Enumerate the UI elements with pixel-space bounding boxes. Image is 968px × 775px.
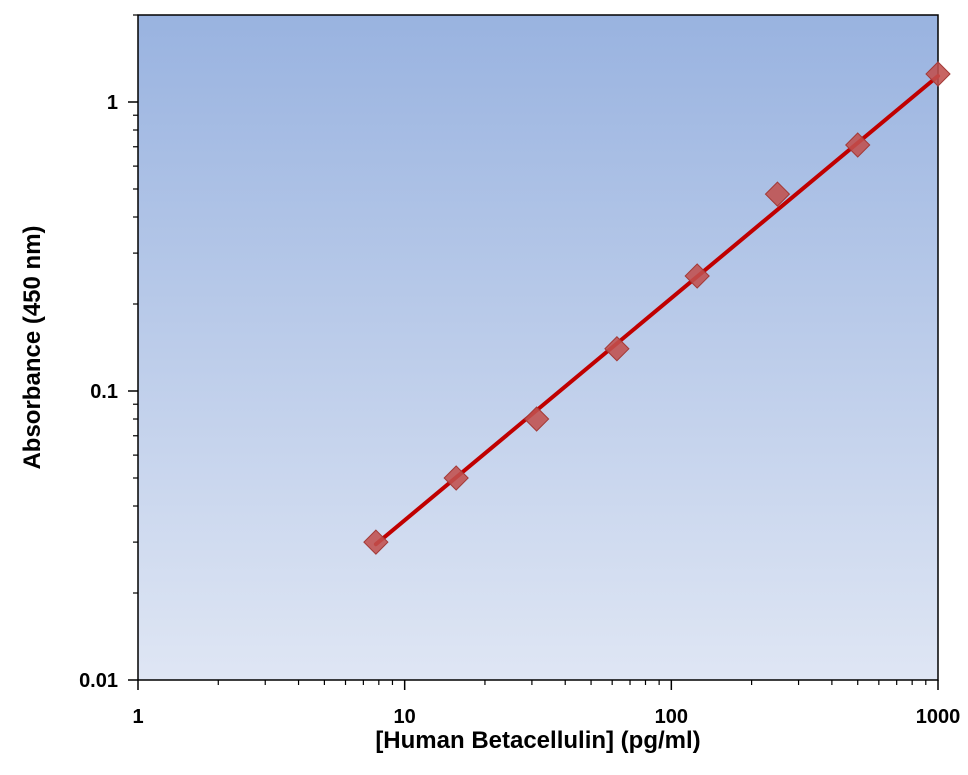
data-points [363, 61, 951, 555]
data-point-marker [604, 336, 630, 362]
x-axis: 1 10 100 1000 [132, 680, 960, 728]
x-tick-label: 10 [394, 706, 416, 728]
x-tick-label: 1000 [916, 706, 961, 728]
x-axis-title: [Human Betacellulin] (pg/ml) [375, 727, 700, 754]
data-point-marker [684, 263, 710, 289]
y-tick-label: 0.01 [79, 670, 118, 692]
data-point-marker [443, 465, 469, 491]
x-tick-label: 1 [132, 706, 143, 728]
data-point-marker [925, 61, 951, 87]
y-tick-label: 1 [107, 92, 118, 114]
fit-line [373, 74, 940, 547]
data-point-marker [363, 529, 389, 555]
y-tick-label: 0.1 [90, 381, 118, 403]
y-axis: 0.01 0.1 1 [79, 14, 138, 692]
y-axis-title: Absorbance (450 nm) [19, 225, 46, 469]
data-point-marker [523, 406, 550, 432]
plot-area [137, 14, 939, 681]
data-point-marker [764, 181, 791, 207]
data-point-marker [845, 132, 871, 158]
x-tick-label: 100 [655, 706, 688, 728]
